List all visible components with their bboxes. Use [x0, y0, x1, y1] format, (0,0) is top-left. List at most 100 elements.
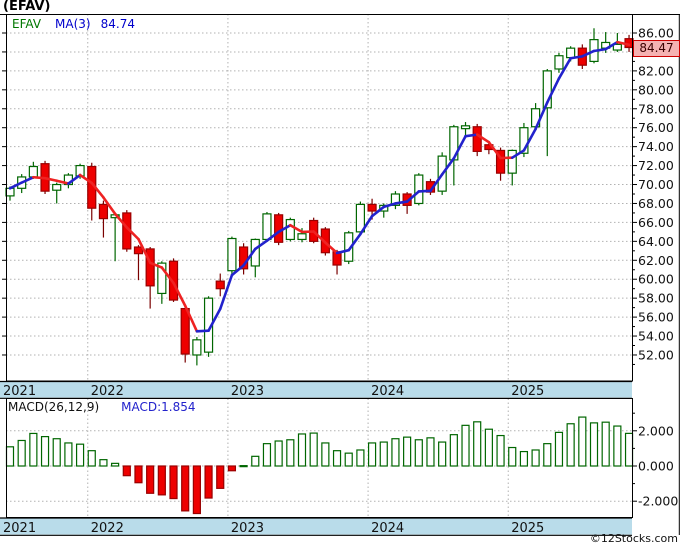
price-axis-label: 66.00: [638, 215, 674, 230]
macd-bar-positive: [426, 437, 435, 467]
year-label-top: 2021: [3, 384, 36, 399]
ma-segment-falling: [324, 241, 339, 255]
legend-symbol: EFAV: [12, 17, 42, 31]
ma-segment-rising: [335, 248, 351, 255]
price-axis-label: 68.00: [638, 196, 674, 211]
price-axis-label: 70.00: [638, 177, 674, 192]
candle-down: [145, 248, 155, 287]
macd-bar-positive: [484, 428, 493, 467]
ma-segment-rising: [464, 133, 479, 138]
macd-params-label: MACD(26,12,9): [8, 400, 100, 414]
macd-bar-positive: [111, 462, 120, 467]
ma-segment-falling: [160, 266, 175, 285]
ma-segment-rising: [417, 189, 432, 193]
ma-segment-rising: [242, 247, 257, 267]
macd-axis-label: 0.000: [638, 459, 674, 474]
ma-segment-falling: [487, 140, 502, 160]
macd-bar-negative: [204, 465, 213, 499]
macd-bar-positive: [613, 425, 622, 467]
ma-segment-rising: [522, 127, 537, 152]
price-axis-label: 62.00: [638, 253, 674, 268]
ma-segment-falling: [113, 212, 129, 229]
candle-up: [612, 43, 622, 51]
candle-up: [262, 213, 272, 241]
candle-up: [507, 149, 517, 174]
year-label-bottom: 2025: [511, 521, 544, 536]
main-legend: EFAV MA(3) 84.74: [12, 17, 135, 31]
ma-segment-rising: [20, 175, 35, 184]
ma-segment-rising: [440, 157, 456, 176]
ma-segment-rising: [265, 230, 280, 243]
ma-segment-rising: [545, 77, 561, 104]
ma-segment-rising: [394, 200, 409, 205]
ma-segment-rising: [557, 56, 572, 80]
macd-bar-positive: [578, 416, 587, 467]
ma-segment-rising: [452, 134, 467, 160]
ma-segment-rising: [534, 101, 549, 131]
candle-up: [414, 174, 424, 205]
legend-ma-value: 84.74: [100, 17, 135, 31]
ma-segment-rising: [207, 307, 222, 332]
year-label-bottom: 2022: [91, 521, 124, 536]
macd-bar-positive: [508, 446, 517, 467]
macd-legend: MACD(26,12,9) MACD:1.854: [8, 400, 196, 414]
macd-bar-positive: [379, 441, 388, 467]
macd-bar-positive: [5, 446, 15, 467]
macd-bar-positive: [473, 421, 482, 467]
ma-segment-rising: [370, 205, 386, 218]
ma-segment-rising: [510, 149, 526, 159]
macd-axis-label: 2.000: [638, 423, 674, 438]
candle-down: [274, 214, 284, 243]
candles-group: [5, 28, 634, 366]
macd-bar-negative: [134, 465, 143, 484]
macd-bar-positive: [566, 423, 575, 467]
candle-up: [344, 232, 354, 262]
macd-bar-positive: [17, 439, 26, 467]
macd-bar-positive: [64, 442, 73, 467]
ma-segment-falling: [78, 173, 94, 185]
candle-up: [157, 262, 167, 295]
macd-bar-positive: [414, 439, 423, 467]
candle-up: [28, 165, 38, 178]
macd-bar-positive: [297, 433, 307, 467]
ma-segment-rising: [592, 47, 607, 53]
macd-bar-positive: [496, 434, 505, 467]
macd-bar-positive: [589, 422, 599, 467]
price-panel-border: [6, 14, 633, 382]
macd-bar-positive: [403, 436, 412, 467]
price-axis-label: 76.00: [638, 120, 674, 135]
macd-bar-positive: [309, 432, 318, 467]
x-axis-band-top: [0, 381, 632, 398]
legend-ma-label: MA(3): [55, 17, 91, 31]
year-label-bottom: 2024: [371, 521, 404, 536]
year-label-bottom: 2023: [231, 521, 264, 536]
macd-bar-positive: [239, 465, 248, 468]
macd-bar-positive: [52, 438, 61, 467]
candle-up: [227, 237, 237, 272]
macd-bar-positive: [344, 452, 353, 467]
candle-down: [168, 260, 179, 301]
ma-segment-rising: [218, 273, 234, 311]
macd-bar-positive: [531, 449, 540, 467]
ma-segment-rising: [405, 190, 421, 203]
ma-segment-falling: [183, 304, 199, 333]
year-label-top: 2023: [231, 384, 264, 399]
macd-bar-positive: [75, 443, 85, 467]
ma-segment-falling: [32, 175, 47, 180]
year-label-top: 2024: [371, 384, 404, 399]
ma-segment-rising: [359, 214, 374, 236]
price-axis-label: 82.00: [638, 63, 674, 78]
ma-segment-rising: [581, 49, 596, 58]
macd-bar-negative: [181, 465, 190, 512]
candle-down: [495, 149, 506, 174]
candle-up: [285, 218, 295, 241]
macd-bar-positive: [543, 443, 552, 467]
year-label-top: 2025: [511, 384, 544, 399]
macd-bar-positive: [449, 434, 458, 467]
macd-bar-negative: [146, 465, 155, 494]
price-axis-label: 72.00: [638, 158, 674, 173]
macd-bar-negative: [216, 465, 225, 489]
candle-up: [297, 233, 307, 241]
